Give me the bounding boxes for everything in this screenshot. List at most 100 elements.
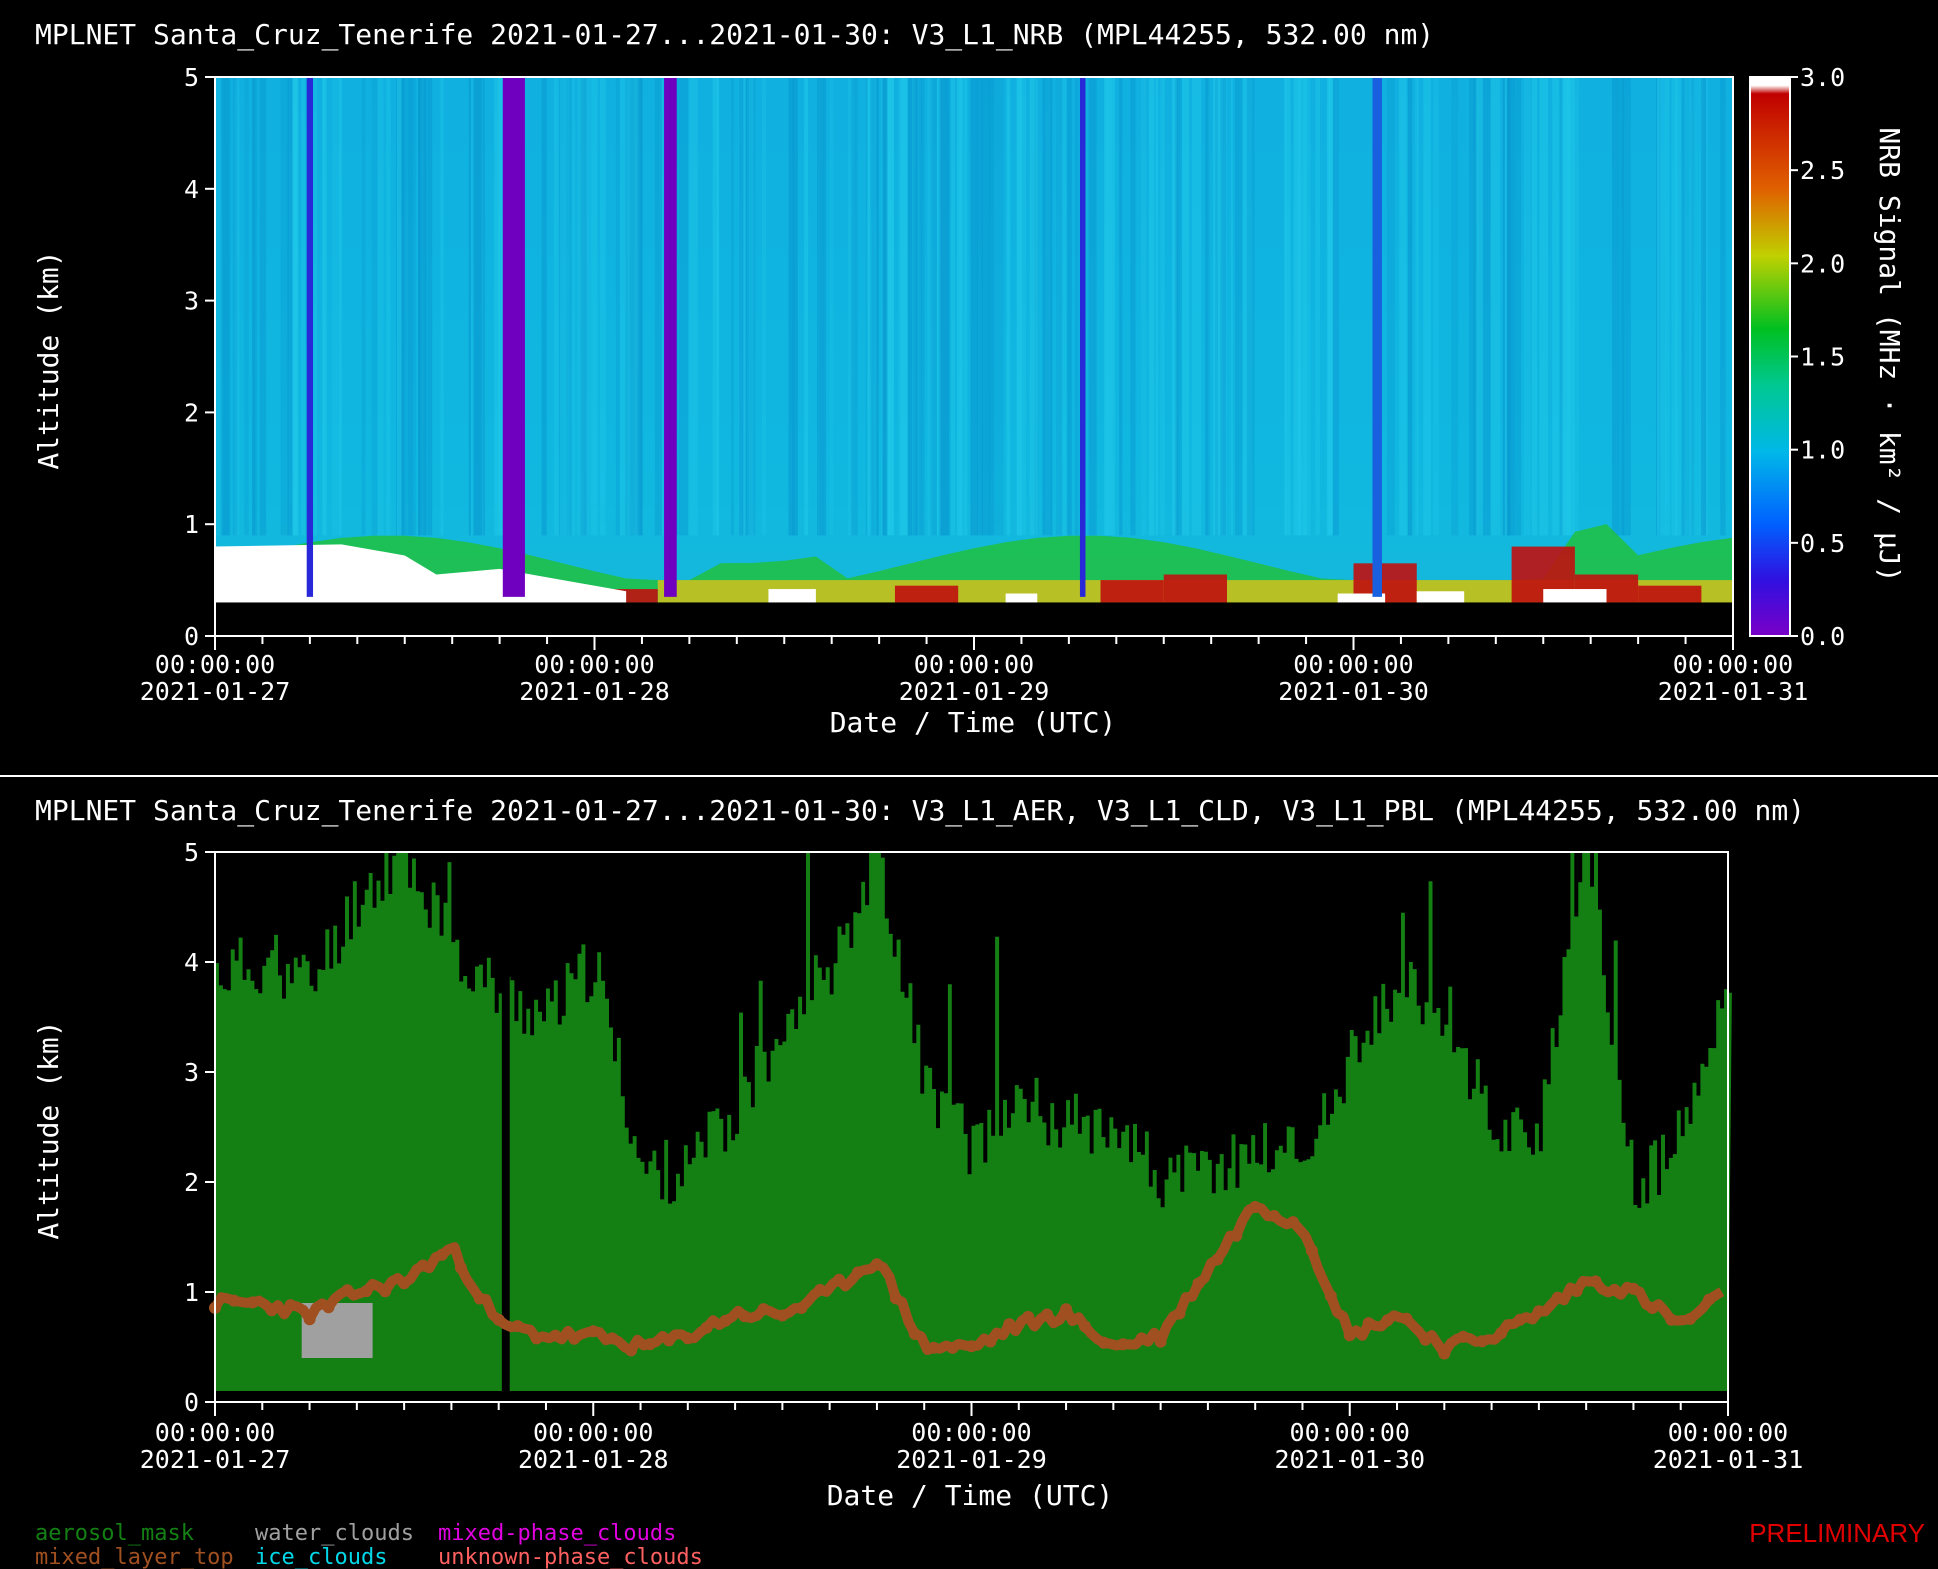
nrb-streak	[1504, 77, 1508, 536]
nrb-streak	[1560, 77, 1563, 536]
nrb-streak	[1523, 77, 1531, 536]
nrb-streak	[1215, 77, 1219, 536]
nrb-data-gap	[1372, 77, 1382, 597]
nrb-streak	[427, 77, 433, 536]
nrb-streak	[259, 77, 267, 536]
nrb-streak	[1088, 77, 1097, 536]
mixed-layer-top-point	[1022, 1310, 1035, 1323]
nrb-streak	[252, 77, 258, 536]
mixed-layer-top-point	[795, 1302, 808, 1314]
legend-entry: mixed-phase_clouds	[438, 1521, 676, 1546]
nrb-streak	[788, 77, 798, 536]
mixed-layer-top-point	[1703, 1293, 1716, 1306]
nrb-streak	[323, 77, 327, 536]
x-tick-date: 2021-01-30	[1278, 677, 1429, 706]
nrb-streak	[292, 77, 298, 536]
nrb-streak	[408, 77, 416, 536]
nrb-streak	[1416, 77, 1419, 536]
nrb-streak	[591, 77, 598, 536]
nrb-streak	[804, 77, 809, 536]
nrb-streak	[1246, 77, 1255, 536]
nrb-streak	[678, 77, 688, 536]
x-tick-time: 00:00:00	[533, 1418, 653, 1447]
x-tick-date: 2021-01-28	[518, 1445, 669, 1474]
data-gap	[501, 852, 510, 1391]
nrb-red-hotspot	[894, 585, 959, 603]
nrb-streak	[739, 77, 747, 536]
x-tick-date: 2021-01-30	[1274, 1445, 1425, 1474]
nrb-streak	[371, 77, 378, 536]
nrb-streak	[1056, 77, 1059, 536]
nrb-streak	[1567, 77, 1575, 536]
nrb-streak	[1074, 77, 1079, 536]
mixed-layer-top-point	[757, 1303, 770, 1316]
nrb-streak	[817, 77, 827, 536]
nrb-streak	[639, 77, 642, 536]
mixed-layer-top-point	[908, 1327, 921, 1340]
colorbar-tick-label: 2.5	[1800, 156, 1845, 185]
nrb-streak	[287, 77, 293, 536]
nrb-streak	[689, 77, 698, 536]
nrb-streak	[1016, 77, 1027, 536]
nrb-streak	[252, 77, 256, 536]
nrb-streak	[994, 77, 1004, 536]
mixed-layer-top-point	[246, 1296, 259, 1309]
mixed-layer-top-point	[1362, 1317, 1375, 1330]
mixed-layer-top-point	[700, 1321, 713, 1334]
nrb-streak	[847, 77, 855, 536]
nrb-streak	[1181, 77, 1190, 536]
nrb-streak	[1572, 77, 1579, 536]
nrb-streak	[494, 77, 502, 536]
nrb-streak	[1297, 77, 1307, 536]
mixed-layer-top-point	[1097, 1336, 1110, 1349]
nrb-streak	[1217, 77, 1227, 536]
nrb-streak	[377, 77, 384, 536]
mixed-layer-top-point	[1192, 1277, 1205, 1290]
mixed-layer-top-point	[1570, 1285, 1583, 1297]
nrb-data-gap	[1079, 77, 1086, 597]
x-tick-date: 2021-01-31	[1658, 677, 1809, 706]
mixed-layer-top-point	[1438, 1347, 1451, 1360]
nrb-streak	[615, 77, 620, 536]
nrb-streak	[1109, 77, 1116, 536]
nrb-streak	[910, 77, 921, 536]
panel1-ylabel: Altitude (km)	[32, 250, 65, 469]
mixed-layer-top-point	[852, 1266, 864, 1279]
y-tick-label: 3	[184, 1058, 199, 1087]
mixed-layer-top-point	[1589, 1275, 1602, 1288]
nrb-streak	[1657, 77, 1666, 536]
mixed-layer-top-point	[341, 1284, 354, 1297]
mixed-layer-top-point	[870, 1258, 883, 1271]
nrb-streak	[1469, 77, 1477, 536]
nrb-streak	[867, 77, 871, 536]
nrb-streak	[1155, 77, 1159, 536]
nrb-streak	[559, 77, 566, 536]
mixed-layer-top-point	[644, 1338, 656, 1351]
nrb-streak	[1205, 77, 1211, 536]
nrb-streak	[361, 77, 366, 536]
nrb-streak	[1172, 77, 1178, 536]
nrb-streak	[1059, 77, 1067, 536]
mixed-layer-top-point	[227, 1294, 240, 1307]
nrb-streak	[1315, 77, 1320, 536]
panel2-title: MPLNET Santa_Cruz_Tenerife 2021-01-27...…	[35, 794, 1805, 828]
nrb-streak	[474, 77, 483, 536]
mixed-layer-top-point	[681, 1332, 694, 1345]
nrb-saturated-region	[1005, 593, 1038, 603]
mixed-layer-top-point	[719, 1314, 732, 1327]
mixed-layer-top-point	[965, 1340, 978, 1353]
mixed-layer-top-point	[1665, 1313, 1678, 1326]
nrb-streak	[1505, 77, 1516, 536]
mixed-layer-top-point	[549, 1329, 562, 1342]
nrb-streak	[1191, 77, 1202, 536]
nrb-streak	[1475, 77, 1479, 536]
x-tick-date: 2021-01-29	[899, 677, 1050, 706]
preliminary-watermark: PRELIMINARY	[1749, 1518, 1925, 1548]
nrb-saturated-region	[1543, 589, 1607, 603]
nrb-streak	[1235, 77, 1239, 536]
nrb-streak	[1451, 77, 1459, 536]
mixed-layer-top-point	[473, 1292, 486, 1305]
nrb-streak	[560, 77, 570, 536]
nrb-streak	[1030, 77, 1039, 536]
